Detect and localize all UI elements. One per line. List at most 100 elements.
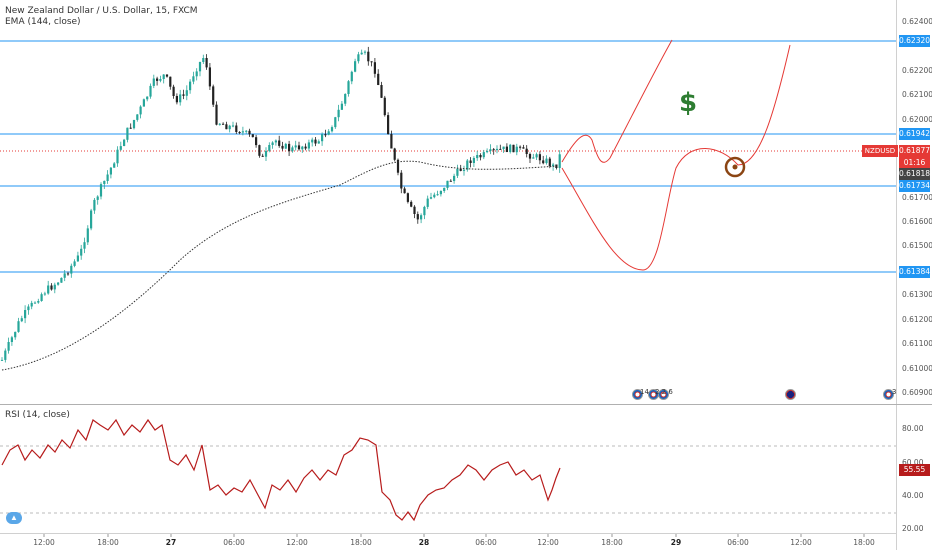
time-tick: 18:00	[853, 538, 875, 547]
candle-body	[317, 141, 320, 144]
candle-body	[462, 169, 466, 171]
us-flag-event-icon[interactable]	[658, 389, 669, 400]
time-tick: 12:00	[790, 538, 812, 547]
candle-body	[182, 94, 185, 96]
candle-body	[344, 94, 347, 104]
candle-body	[423, 206, 426, 216]
candle-body	[66, 273, 70, 275]
candle-body	[132, 120, 136, 129]
level-tag[interactable]: 0.61942	[899, 128, 931, 140]
level-tag[interactable]: 0.62320	[899, 35, 931, 47]
dollar-sign-annotation[interactable]: $	[679, 88, 698, 118]
time-tick: 12:00	[286, 538, 308, 547]
candle-body	[449, 180, 452, 182]
candle-body	[156, 78, 159, 81]
candle-body	[258, 145, 261, 156]
candle-body	[363, 51, 367, 53]
candle-body	[159, 79, 162, 81]
candle-body	[139, 106, 142, 115]
candle-body	[228, 125, 231, 130]
candle-body	[238, 132, 241, 133]
candle-body	[390, 134, 393, 149]
candle-body	[542, 160, 545, 164]
candle-body	[37, 301, 40, 303]
candle-body	[106, 174, 109, 181]
candle-body	[50, 285, 53, 290]
candle-body	[129, 127, 132, 129]
projection-path-upper[interactable]	[561, 39, 673, 163]
candle-body	[165, 74, 169, 77]
time-tick: 06:00	[475, 538, 497, 547]
rsi-current-tag: 55.55	[899, 464, 930, 476]
price-tick: 0.61500	[902, 241, 932, 250]
candle-body	[284, 143, 287, 149]
projection-path-lower[interactable]	[561, 44, 791, 271]
time-tick: 12:00	[537, 538, 559, 547]
candle-body	[466, 160, 469, 170]
candle-body	[558, 154, 561, 168]
candle-body	[162, 74, 165, 79]
candle-body	[215, 104, 218, 125]
candle-body	[538, 154, 541, 161]
candle-body	[304, 146, 307, 149]
candle-body	[406, 193, 409, 202]
nz-flag-event-icon[interactable]	[785, 389, 796, 400]
candle-body	[248, 130, 251, 135]
candle-body	[33, 302, 37, 304]
candle-body	[109, 167, 112, 175]
candle-body	[472, 158, 475, 163]
candle-body	[251, 134, 254, 138]
candle-body	[525, 148, 528, 154]
candle-body	[519, 146, 522, 148]
candle-body	[281, 145, 284, 149]
candle-body	[426, 198, 429, 207]
candle-body	[205, 58, 208, 68]
us-flag-event-icon[interactable]	[883, 389, 894, 400]
candle-body	[400, 172, 403, 189]
candle-body	[126, 127, 129, 140]
candle-body	[545, 158, 548, 164]
candle-body	[334, 117, 337, 128]
candle-body	[27, 306, 30, 311]
candle-body	[0, 359, 4, 361]
rsi-tick: 40.00	[902, 491, 924, 500]
rsi-legend[interactable]: RSI (14, close)	[5, 410, 70, 420]
time-tick: 06:00	[223, 538, 245, 547]
candle-body	[443, 187, 446, 191]
target-icon[interactable]	[724, 156, 746, 178]
price-tick: 0.62200	[902, 66, 932, 75]
candle-body	[212, 86, 215, 105]
candle-body	[93, 199, 96, 211]
level-tag[interactable]: 0.61384	[899, 266, 931, 278]
candle-body	[291, 147, 294, 152]
candle-body	[350, 71, 353, 82]
event-label: 3	[892, 388, 897, 396]
candle-body	[169, 76, 172, 87]
price-tick: 0.61600	[902, 217, 932, 226]
candle-body	[40, 294, 43, 301]
date-tick: 28	[418, 538, 430, 547]
price-tick: 0.62100	[902, 90, 932, 99]
candle-body	[142, 99, 145, 107]
ema-line	[1, 160, 559, 371]
countdown-tag: 01:16	[899, 157, 930, 169]
level-tag[interactable]: 0.61734	[899, 180, 931, 192]
candle-body	[429, 197, 433, 199]
candle-body	[373, 62, 376, 74]
candle-body	[202, 58, 205, 62]
candle-body	[324, 134, 327, 136]
candle-body	[509, 144, 512, 152]
candle-body	[535, 154, 538, 158]
price-tick: 0.61100	[902, 339, 932, 348]
candle-body	[492, 149, 495, 151]
symbol-title[interactable]: New Zealand Dollar / U.S. Dollar, 15, FX…	[5, 6, 198, 16]
candle-body	[76, 255, 79, 262]
candle-body	[459, 168, 462, 171]
us-flag-event-icon[interactable]	[632, 389, 643, 400]
price-tick: 0.61700	[902, 193, 932, 202]
tradingview-logo-icon[interactable]: ▲	[6, 512, 22, 524]
ema-legend[interactable]: EMA (144, close)	[5, 17, 81, 27]
candle-body	[515, 146, 518, 153]
price-tick: 0.62400	[902, 17, 932, 26]
